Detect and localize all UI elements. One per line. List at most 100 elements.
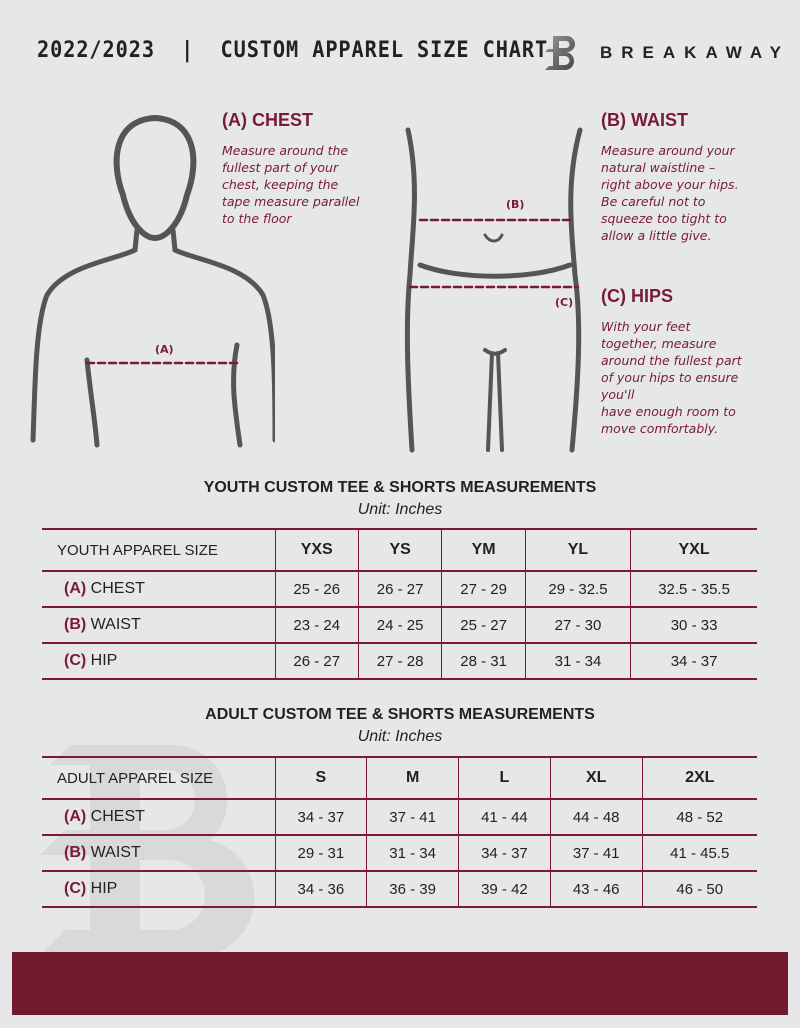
- size-header: YS: [357, 528, 442, 572]
- measurement-value: 25 - 26: [274, 570, 359, 608]
- chest-instructions: Measure around the fullest part of your ch…: [222, 142, 359, 227]
- measurement-value: 23 - 24: [274, 606, 359, 644]
- waist-title: (B) WAIST: [601, 110, 688, 130]
- text-line: Measure around the: [222, 143, 349, 158]
- measurement-value: 46 - 50: [641, 870, 757, 908]
- text-line: to the floor: [222, 211, 292, 226]
- text-line: together, measure: [601, 336, 717, 351]
- brand-name: BREAKAWAY: [600, 43, 790, 62]
- measurement-value: 27 - 28: [357, 642, 442, 680]
- text-line: Measure around your: [601, 143, 735, 158]
- measurement-value: 34 - 37: [630, 642, 757, 680]
- measurement-value: 48 - 52: [641, 798, 757, 836]
- lower-body-figure: [404, 127, 583, 453]
- text-line: fullest part of your: [222, 160, 339, 175]
- measurement-name: HIP: [90, 652, 118, 669]
- youth-unit: Unit: Inches: [357, 501, 443, 518]
- measurement-letter: (A): [64, 580, 87, 597]
- measurement-value: 28 - 31: [441, 642, 526, 680]
- table-row: (A) CHEST 34 - 37 37 - 41 41 - 44 44 - 48 48 …: [42, 798, 757, 836]
- youth-size-table: YOUTH APPAREL SIZE YXS YS YM YL YXL (A) CHEST 2…: [42, 528, 757, 680]
- header-row: ADULT APPAREL SIZE S M L XL 2XL: [42, 756, 757, 800]
- measurement-value: 31 - 34: [366, 834, 459, 872]
- youth-table-title: YOUTH CUSTOM TEE & SHORTS MEASUREMENTS: [203, 479, 597, 496]
- measurement-name: CHEST: [90, 808, 145, 825]
- text-line: have enough room to: [601, 404, 736, 419]
- measurement-value: 32.5 - 35.5: [630, 570, 757, 608]
- measurement-name: WAIST: [90, 844, 141, 861]
- measurement-value: 26 - 27: [274, 642, 359, 680]
- measurement-value: 27 - 30: [524, 606, 631, 644]
- measurement-value: 37 - 41: [366, 798, 459, 836]
- measurement-label: (C) HIP: [42, 642, 275, 680]
- table-row: (B) WAIST 29 - 31 31 - 34 34 - 37 37 - 41 41 …: [42, 834, 757, 872]
- footer-bar: [12, 952, 788, 1015]
- chest-title: (A) CHEST: [222, 110, 313, 130]
- text-line: Be careful not to: [601, 194, 706, 209]
- measurement-value: 34 - 36: [274, 870, 367, 908]
- table-row: (C) HIP 34 - 36 36 - 39 39 - 42 43 - 46 46 - …: [42, 870, 757, 908]
- upper-body-figure: [30, 114, 275, 448]
- header-row: YOUTH APPAREL SIZE YXS YS YM YL YXL: [42, 528, 757, 572]
- waist-instructions: Measure around your natural waistline – ri…: [601, 142, 739, 244]
- hips-section: (C) HIPS With your feet together, measure…: [601, 286, 742, 437]
- hips-title: (C) HIPS: [601, 286, 673, 306]
- measurement-label: (A) CHEST: [42, 570, 275, 608]
- measurement-label: (A) CHEST: [42, 798, 275, 836]
- text-line: allow a little give.: [601, 228, 712, 243]
- measurement-letter: (B): [64, 616, 87, 633]
- measurement-label: (B) WAIST: [42, 606, 275, 644]
- measurement-value: 31 - 34: [524, 642, 631, 680]
- text-line: of your hips to ensure: [601, 370, 739, 385]
- text-line: right above your hips.: [601, 177, 739, 192]
- text-line: With your feet: [601, 319, 691, 334]
- text-line: squeeze too tight to: [601, 211, 727, 226]
- table-row: (B) WAIST 23 - 24 24 - 25 25 - 27 27 - 30 30 …: [42, 606, 757, 644]
- table-row: (A) CHEST 25 - 26 26 - 27 27 - 29 29 - 32.5 3…: [42, 570, 757, 608]
- table-row: (C) HIP 26 - 27 27 - 28 28 - 31 31 - 34 34 - …: [42, 642, 757, 680]
- measurement-value: 43 - 46: [549, 870, 643, 908]
- measurement-name: WAIST: [90, 616, 141, 633]
- chest-section: (A) CHEST Measure around the fullest part…: [222, 110, 359, 227]
- size-header: S: [274, 756, 367, 800]
- text-line: move comfortably.: [601, 421, 719, 436]
- measurement-value: 29 - 31: [274, 834, 367, 872]
- measurement-letter: (A): [64, 808, 87, 825]
- size-header: YXL: [630, 528, 757, 572]
- size-label: YOUTH APPAREL SIZE: [42, 528, 275, 572]
- text-line: tape measure parallel: [222, 194, 360, 209]
- size-header: YL: [524, 528, 631, 572]
- size-header: YM: [441, 528, 526, 572]
- hips-marker: (C): [555, 296, 574, 309]
- text-line: you'll: [601, 387, 635, 402]
- measurement-value: 41 - 44: [458, 798, 551, 836]
- adult-size-table: ADULT APPAREL SIZE S M L XL 2XL (A) CHEST 34 - …: [42, 756, 757, 908]
- size-header: M: [366, 756, 459, 800]
- adult-table-title: ADULT CUSTOM TEE & SHORTS MEASUREMENTS: [205, 706, 595, 723]
- text-line: chest, keeping the: [222, 177, 339, 192]
- text-line: natural waistline –: [601, 160, 716, 175]
- measurement-value: 26 - 27: [357, 570, 442, 608]
- measurement-value: 34 - 37: [458, 834, 551, 872]
- measurement-letter: (C): [64, 880, 87, 897]
- size-header: L: [458, 756, 551, 800]
- hips-instructions: With your feet together, measure around th…: [601, 318, 742, 437]
- chest-marker: (A): [155, 343, 174, 356]
- measurement-value: 41 - 45.5: [641, 834, 757, 872]
- measurement-value: 29 - 32.5: [524, 570, 631, 608]
- measurement-value: 30 - 33: [630, 606, 757, 644]
- measurement-value: 34 - 37: [274, 798, 367, 836]
- page-title: 2022/2023 | CUSTOM APPAREL SIZE CHART: [37, 38, 549, 63]
- measurement-label: (B) WAIST: [42, 834, 275, 872]
- size-header: 2XL: [641, 756, 757, 800]
- waist-section: (B) WAIST Measure around your natural wai…: [601, 110, 739, 244]
- measurement-value: 36 - 39: [366, 870, 459, 908]
- size-header: YXS: [274, 528, 359, 572]
- measurement-value: 39 - 42: [458, 870, 551, 908]
- size-header: XL: [549, 756, 643, 800]
- text-line: around the fullest part: [601, 353, 742, 368]
- size-label: ADULT APPAREL SIZE: [42, 756, 275, 800]
- waist-marker: (B): [506, 198, 525, 211]
- measurement-value: 24 - 25: [357, 606, 442, 644]
- measurement-value: 37 - 41: [549, 834, 643, 872]
